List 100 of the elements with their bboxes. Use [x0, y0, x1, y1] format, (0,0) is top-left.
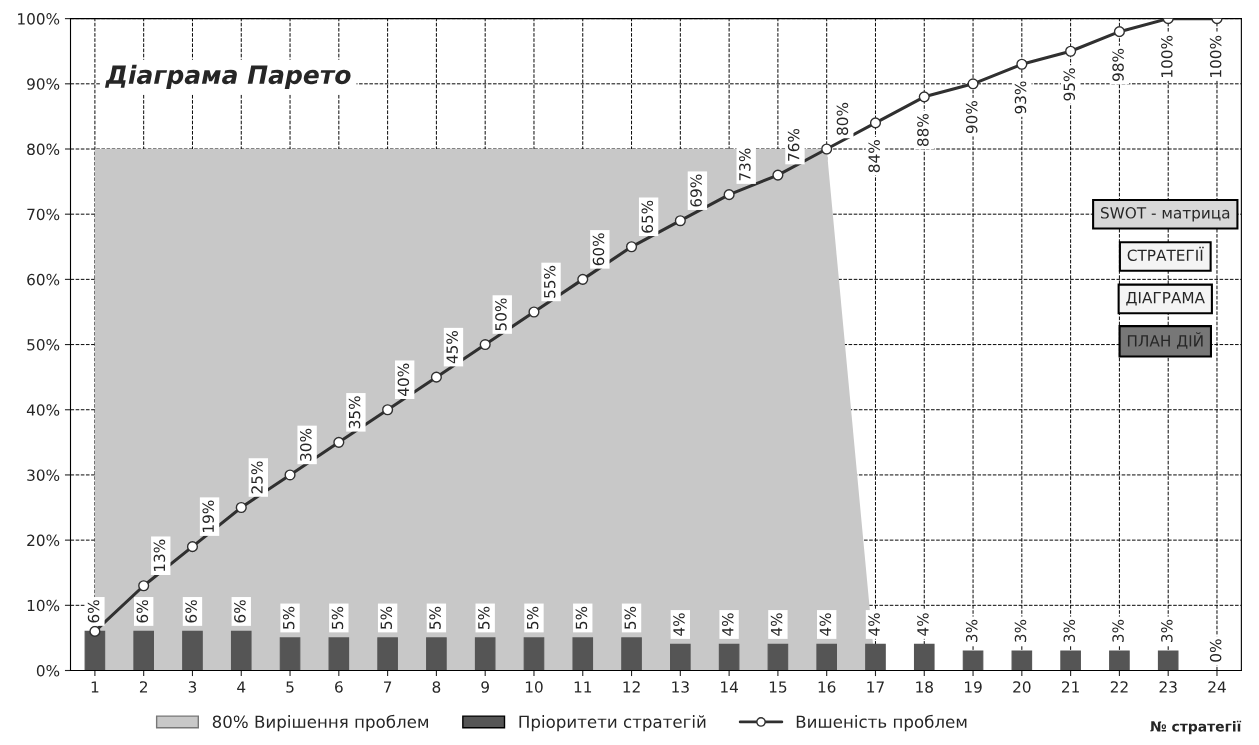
data-label: 93%	[1014, 81, 1027, 114]
data-label: 5%	[282, 606, 295, 629]
annotation: СТРАТЕГІЇ	[1127, 246, 1204, 261]
x-tick-label: 15	[769, 681, 787, 693]
x-tick-label: 11	[574, 681, 592, 693]
data-label: 5%	[380, 606, 393, 629]
data-label: 95%	[1063, 68, 1076, 101]
legend-label: 80% Вирішення проблем	[212, 714, 428, 732]
y-tick-label: 0%	[36, 664, 60, 677]
data-label: 90%	[965, 100, 978, 134]
data-label: 5%	[526, 606, 539, 629]
point	[918, 91, 930, 103]
x-tick-label: 13	[672, 681, 689, 693]
data-label: 6%	[87, 600, 100, 623]
legend-label: Пріоритети стратегій	[519, 715, 706, 732]
data-label: 3%	[1112, 619, 1124, 642]
x-tick-label: 14	[721, 681, 738, 693]
point	[723, 189, 735, 201]
data-label: 73%	[739, 148, 751, 181]
y-tick-label: 70%	[27, 208, 60, 221]
data-label: 3%	[1014, 619, 1027, 642]
data-label: 3%	[965, 619, 978, 642]
data-label: 25%	[251, 461, 263, 494]
data-label: 3%	[1161, 619, 1173, 642]
data-label: 100%	[1161, 35, 1173, 77]
point	[430, 371, 442, 383]
point	[625, 241, 638, 253]
point	[382, 404, 394, 416]
data-label: 55%	[543, 265, 556, 298]
x-tick-label: 8	[432, 681, 441, 693]
y-tick-label: 80%	[27, 143, 60, 156]
x-tick-label: 5	[286, 681, 294, 693]
x-tick-label: 19	[965, 681, 982, 693]
point	[235, 501, 247, 514]
data-label: 5%	[478, 606, 490, 629]
x-tick-label: 7	[384, 681, 392, 693]
y-tick-label: 60%	[27, 273, 60, 286]
x-tick-label: 23	[1159, 681, 1177, 693]
data-label: 35%	[348, 396, 361, 429]
x-tick-label: 20	[1013, 681, 1031, 693]
data-label: 80%	[836, 102, 849, 135]
annotation: SWOT - матрица	[1100, 207, 1230, 222]
x-tick-label: 17	[867, 681, 884, 693]
y-tick-label: 40%	[26, 404, 60, 416]
x-tick-label: 24	[1208, 681, 1226, 693]
x-tick-label: 10	[525, 681, 543, 693]
data-label: 69%	[690, 174, 702, 207]
x-axis-title: № стратегії	[1150, 720, 1242, 735]
data-label: 4%	[673, 613, 685, 636]
point	[821, 143, 833, 155]
text: Діаграма Парето	[104, 64, 351, 90]
data-label: 76%	[787, 128, 800, 161]
x-tick-label: 1	[91, 681, 99, 693]
x-tick-label: 6	[335, 681, 343, 693]
data-label: 30%	[299, 428, 312, 461]
data-label: 84%	[868, 140, 880, 173]
data-label: 50%	[495, 298, 507, 331]
data-label: 3%	[1063, 619, 1076, 642]
x-tick-label: 12	[623, 681, 640, 693]
x-tick-label: 16	[818, 681, 836, 693]
annotation: ПЛАН ДІЙ	[1127, 332, 1203, 349]
data-label: 88%	[917, 113, 929, 147]
x-tick-label: 9	[481, 681, 489, 693]
data-label: 4%	[917, 613, 929, 636]
point	[1016, 58, 1028, 70]
x-tick-label: 3	[188, 681, 197, 693]
data-label: 98%	[1112, 48, 1124, 81]
data-label: 65%	[641, 200, 654, 233]
data-label: 100%	[1209, 35, 1222, 77]
data-label: 19%	[202, 500, 214, 532]
y-tick-label: 20%	[27, 534, 60, 547]
data-label: 5%	[331, 606, 344, 629]
data-label: 4%	[722, 613, 734, 636]
data-label: 4%	[770, 613, 783, 636]
point	[772, 169, 784, 181]
data-label: 45%	[446, 331, 458, 364]
point	[89, 625, 101, 637]
data-label: 5%	[575, 606, 588, 629]
data-label: 13%	[153, 539, 166, 572]
x-tick-label: 18	[916, 681, 933, 693]
data-label: 5%	[429, 606, 441, 629]
point	[284, 469, 296, 481]
data-label: 6%	[234, 600, 246, 623]
point	[186, 541, 199, 553]
point	[333, 436, 345, 448]
y-tick-label: 100%	[18, 13, 60, 25]
data-label: 0%	[1209, 639, 1222, 662]
data-label: 4%	[819, 613, 832, 636]
legend-label: Вишеність проблем	[796, 714, 967, 732]
data-label: 4%	[868, 613, 880, 636]
x-tick-label: 4	[237, 681, 246, 693]
data-label: 6%	[136, 600, 149, 623]
point	[674, 215, 686, 227]
annotation: ДІАГРАМА	[1126, 292, 1205, 306]
y-tick-label: 30%	[27, 469, 60, 481]
data-label: 40%	[397, 363, 410, 396]
x-tick-label: 22	[1110, 681, 1128, 693]
data-label: 5%	[624, 606, 636, 629]
point	[1113, 26, 1125, 38]
point	[528, 306, 540, 318]
